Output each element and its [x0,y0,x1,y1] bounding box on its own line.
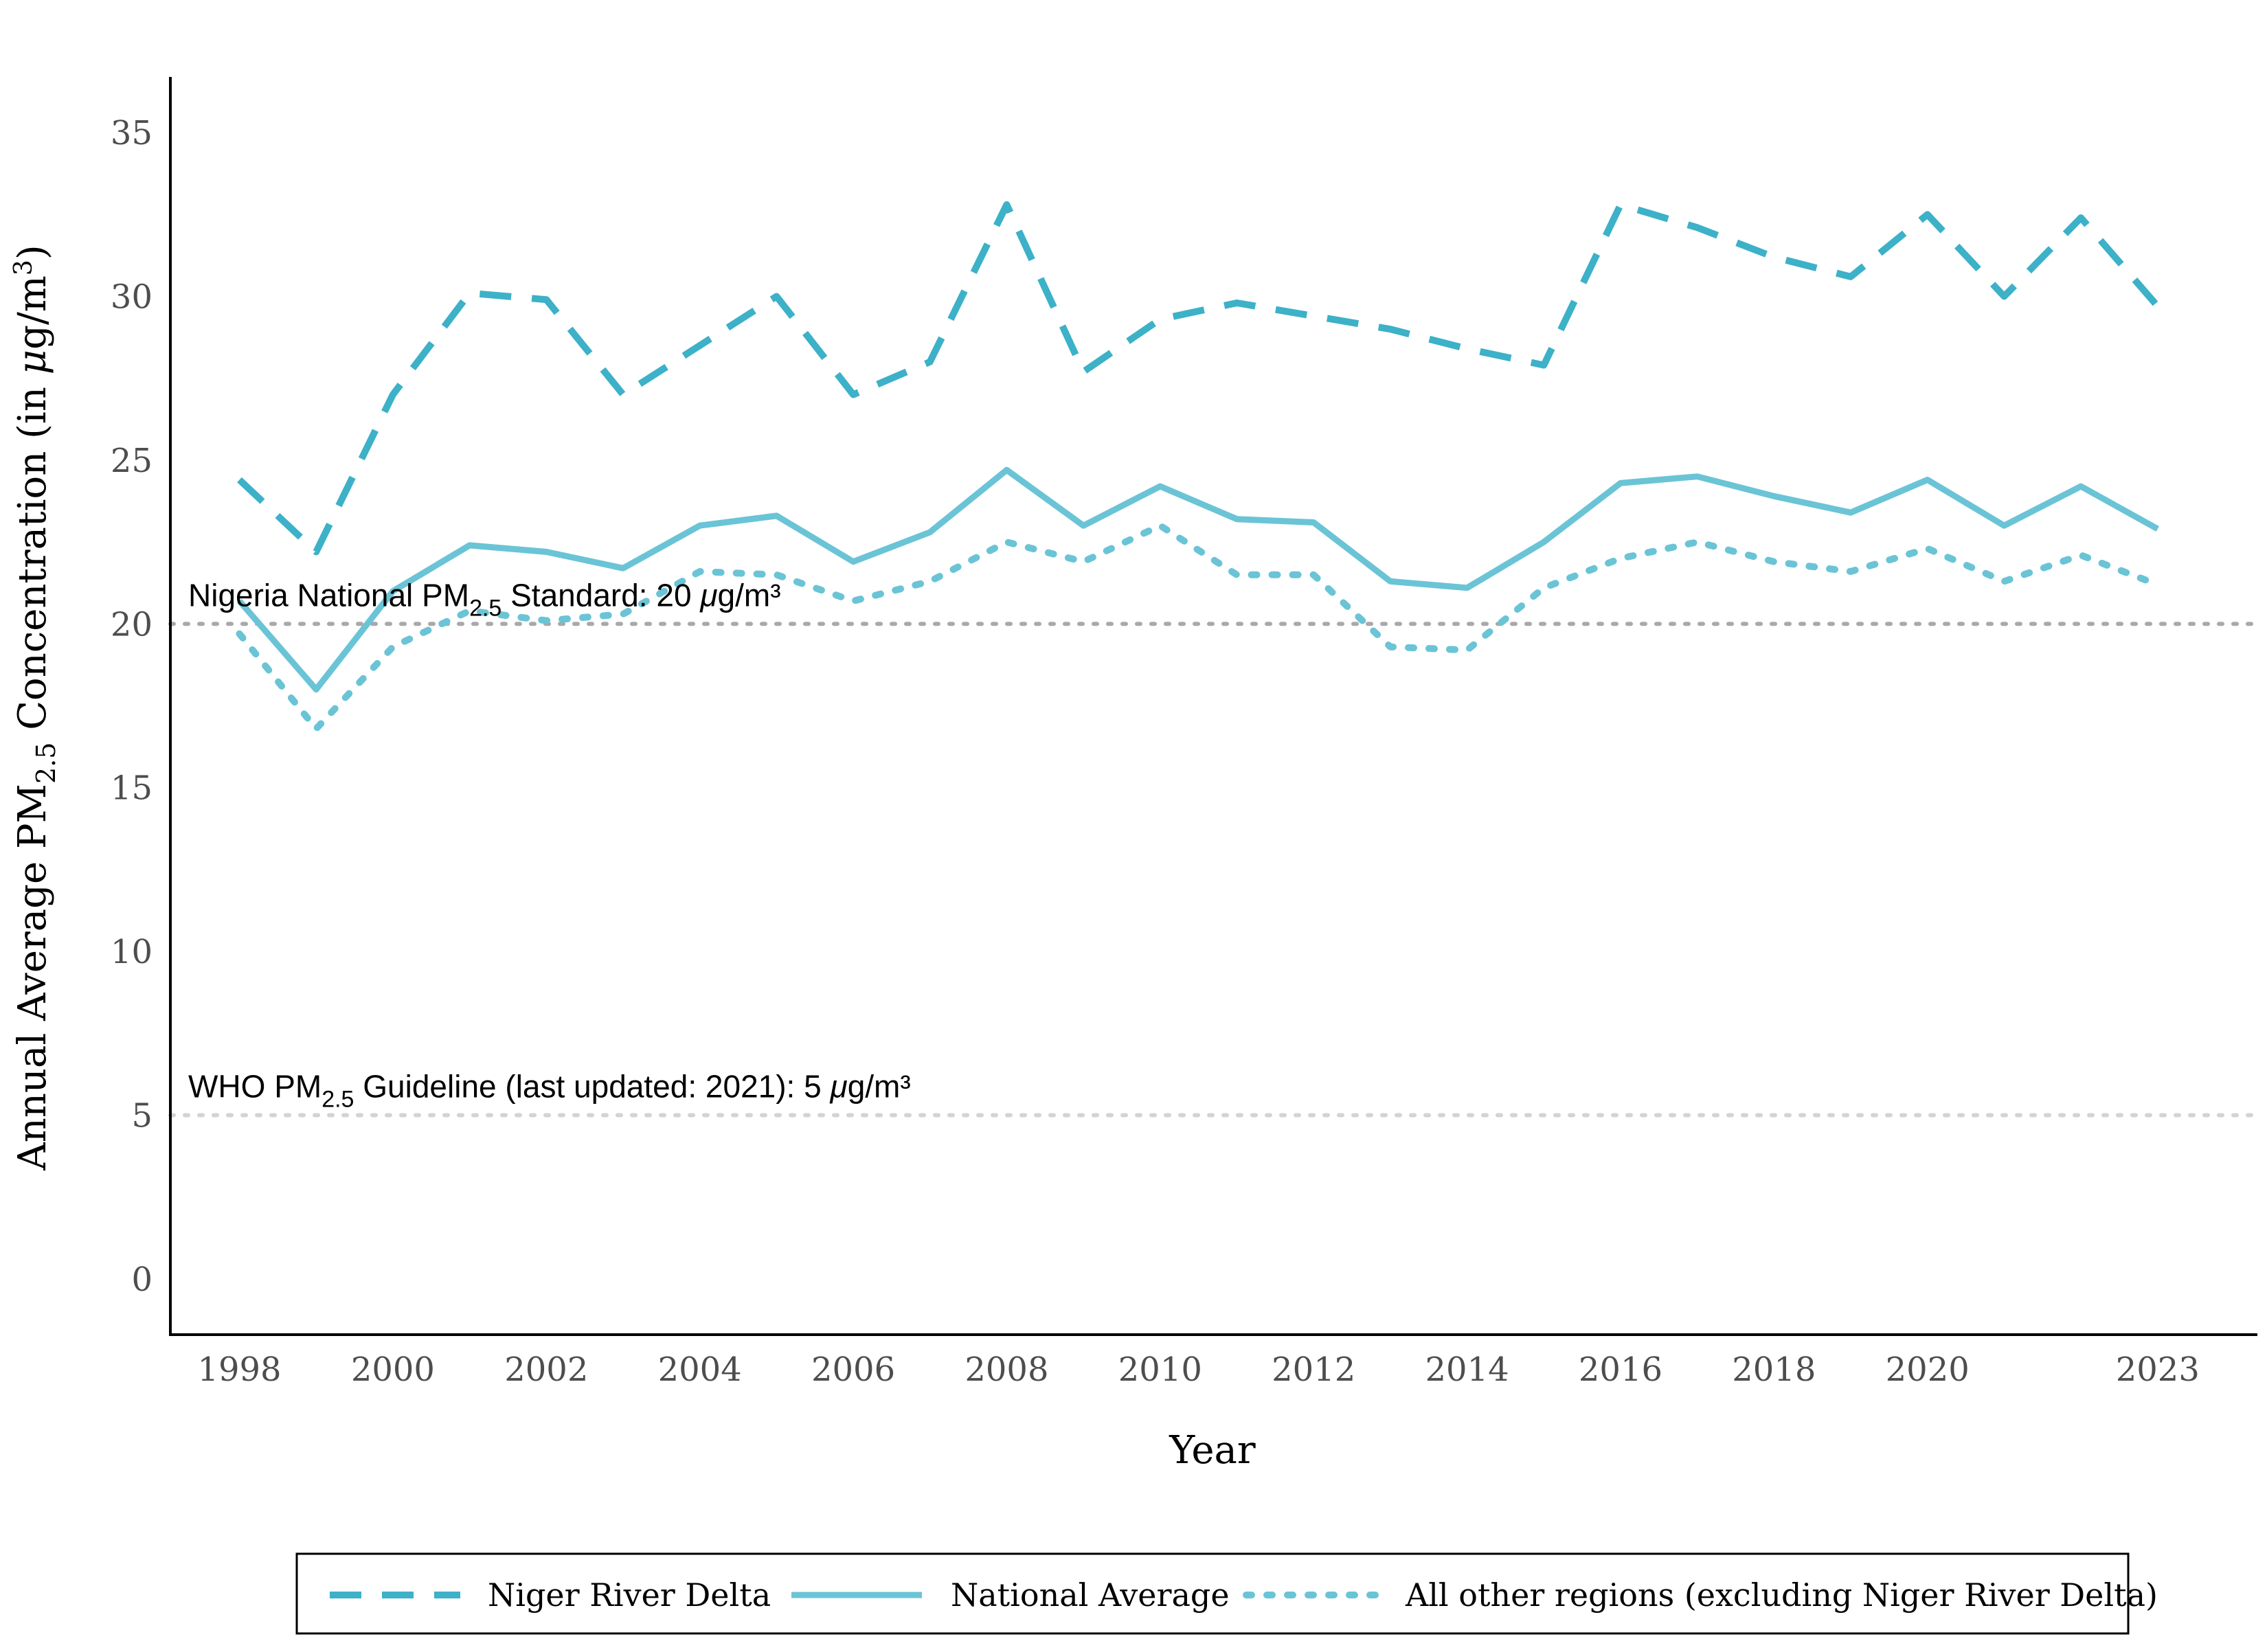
series-lines [236,201,2161,732]
reference-label-5: WHO PM2.5 Guideline (last updated: 2021)… [188,1069,911,1113]
x-tick-label: 2008 [965,1350,1048,1389]
y-axis-title: Annual Average PM2.5 Concentration (in μ… [10,245,61,1170]
legend-label-niger-river-delta: Niger River Delta [488,1576,771,1614]
y-tick-labels: 0 5 10 15 20 25 30 35 [111,114,153,1299]
x-tick-label: 2012 [1272,1350,1355,1389]
axes [169,77,2257,1336]
x-tick-label: 2010 [1118,1350,1202,1389]
y-tick-label: 20 [111,605,153,644]
legend-label-national-average: National Average [951,1576,1230,1614]
x-tick-label: 2020 [1886,1350,1970,1389]
x-tick-label: 2000 [351,1350,435,1389]
legend: Niger River Delta National Average All oth… [295,1552,2158,1635]
legend-box [295,1552,2130,1635]
x-tick-label: 2016 [1579,1350,1662,1389]
x-tick-label: 2006 [811,1350,895,1389]
y-tick-label: 30 [111,278,153,316]
x-axis-title: Year [1169,1428,1256,1473]
x-tick-label: 1998 [197,1350,281,1389]
series-all-other-regions-excluding-niger-river-delta [236,522,2161,732]
x-tick-label: 2002 [504,1350,588,1389]
y-tick-label: 35 [111,114,153,152]
reference-label-20: Nigeria National PM2.5 Standard: 20 μg/m… [188,577,781,621]
x-tick-label: 2014 [1425,1350,1509,1389]
x-tick-label: 2018 [1732,1350,1816,1389]
reference-lines [168,622,2259,1118]
x-tick-labels: 1998 2000 2002 2004 2006 2008 2010 2012 2014 2016… [197,1350,2199,1389]
y-tick-label: 10 [111,933,153,971]
y-tick-label: 25 [111,442,153,480]
y-tick-label: 0 [131,1260,153,1299]
reference-labels: Nigeria National PM2.5 Standard: 20 μg/m… [188,577,911,1112]
y-tick-label: 15 [111,769,153,808]
series-niger-river-delta [237,201,2161,556]
y-tick-label: 5 [131,1097,153,1135]
series-national-average [237,466,2159,693]
legend-label-all-other-regions-excluding-niger-river-delta: All other regions (excluding Niger River… [1405,1576,2158,1614]
x-tick-label: 2023 [2116,1350,2200,1389]
x-tick-label: 2004 [658,1350,742,1389]
